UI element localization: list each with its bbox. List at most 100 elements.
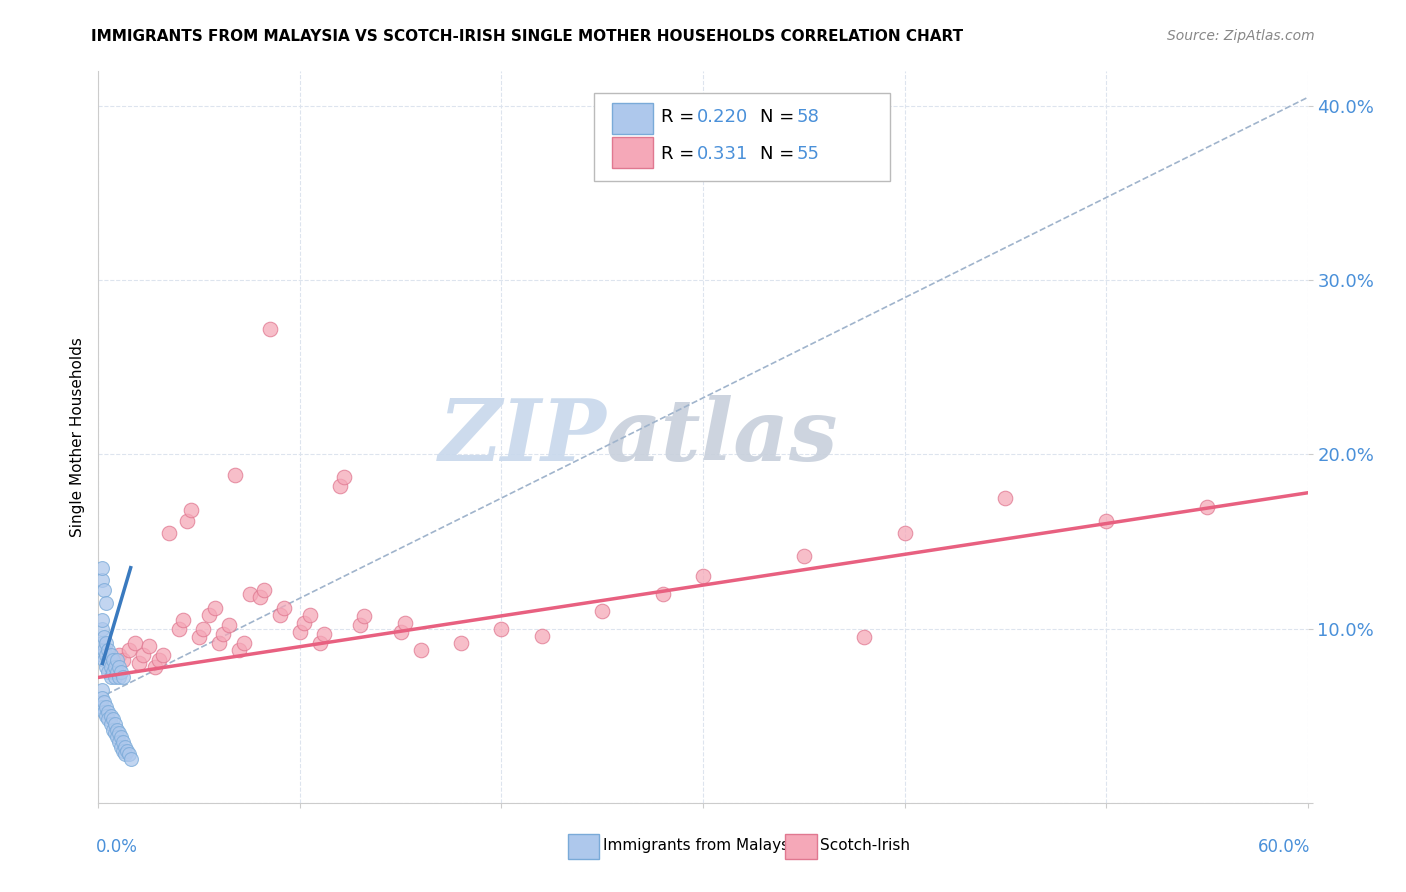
Point: [91, 613, 114, 627]
Point: [100, 670, 122, 684]
Point: [120, 752, 142, 766]
Point: [793, 549, 815, 563]
Point: [224, 468, 246, 483]
Point: [651, 587, 673, 601]
FancyBboxPatch shape: [785, 834, 817, 859]
Point: [91, 682, 114, 697]
Point: [157, 525, 180, 540]
Text: N =: N =: [759, 145, 800, 163]
Text: 0.331: 0.331: [697, 145, 748, 163]
Point: [132, 648, 155, 662]
Point: [91, 560, 114, 574]
Point: [1095, 514, 1118, 528]
Point: [93, 642, 115, 657]
Point: [692, 569, 714, 583]
Point: [105, 653, 128, 667]
Point: [111, 653, 134, 667]
Point: [97, 705, 120, 719]
Point: [253, 583, 276, 598]
Point: [91, 635, 114, 649]
Point: [1195, 500, 1218, 514]
Text: Source: ZipAtlas.com: Source: ZipAtlas.com: [1167, 29, 1315, 43]
Text: N =: N =: [759, 109, 800, 127]
Point: [208, 635, 231, 649]
Point: [97, 665, 120, 680]
Point: [93, 653, 115, 667]
Point: [128, 657, 150, 671]
Text: Scotch-Irish: Scotch-Irish: [820, 838, 910, 853]
Text: R =: R =: [661, 109, 700, 127]
Point: [97, 642, 120, 657]
Point: [115, 743, 138, 757]
Point: [118, 747, 141, 761]
Point: [103, 726, 125, 740]
Point: [273, 600, 295, 615]
Text: R =: R =: [661, 145, 706, 163]
Point: [491, 622, 513, 636]
Point: [232, 635, 254, 649]
Point: [111, 735, 134, 749]
Point: [111, 670, 134, 684]
Text: 60.0%: 60.0%: [1257, 838, 1310, 856]
Point: [91, 622, 114, 636]
Point: [100, 708, 122, 723]
Point: [91, 573, 114, 587]
Point: [228, 642, 250, 657]
Point: [299, 607, 322, 622]
Point: [143, 660, 166, 674]
Point: [107, 660, 129, 674]
Point: [101, 665, 124, 680]
Point: [107, 648, 129, 662]
Point: [353, 609, 375, 624]
Point: [107, 735, 129, 749]
Point: [309, 635, 332, 649]
Point: [218, 618, 240, 632]
Point: [101, 653, 124, 667]
Point: [105, 730, 128, 744]
Point: [198, 607, 221, 622]
Point: [259, 322, 281, 336]
Point: [103, 670, 125, 684]
Point: [103, 717, 125, 731]
Point: [107, 670, 129, 684]
Point: [96, 700, 118, 714]
Point: [91, 648, 114, 662]
Point: [97, 712, 120, 726]
Point: [93, 705, 115, 719]
Point: [101, 723, 124, 737]
Point: [180, 503, 202, 517]
Point: [288, 625, 311, 640]
Text: 0.220: 0.220: [697, 109, 748, 127]
Point: [394, 616, 416, 631]
Point: [114, 740, 136, 755]
Text: 0.0%: 0.0%: [96, 838, 138, 856]
Point: [389, 625, 412, 640]
Text: 58: 58: [796, 109, 818, 127]
Text: IMMIGRANTS FROM MALAYSIA VS SCOTCH-IRISH SINGLE MOTHER HOUSEHOLDS CORRELATION CH: IMMIGRANTS FROM MALAYSIA VS SCOTCH-IRISH…: [91, 29, 963, 44]
Point: [450, 635, 472, 649]
Point: [292, 616, 315, 631]
Point: [124, 635, 146, 649]
Point: [329, 479, 352, 493]
Point: [188, 631, 211, 645]
Point: [167, 622, 190, 636]
Point: [93, 631, 115, 645]
Point: [138, 639, 160, 653]
Point: [105, 723, 128, 737]
Point: [172, 613, 194, 627]
Point: [101, 712, 124, 726]
Point: [93, 583, 115, 598]
Point: [107, 726, 129, 740]
Point: [96, 660, 118, 674]
Point: [333, 470, 356, 484]
Point: [349, 618, 371, 632]
FancyBboxPatch shape: [595, 94, 890, 181]
Point: [853, 631, 876, 645]
Point: [96, 708, 118, 723]
Point: [103, 660, 125, 674]
Point: [96, 648, 118, 662]
Point: [148, 653, 170, 667]
Text: atlas: atlas: [606, 395, 839, 479]
FancyBboxPatch shape: [613, 103, 654, 134]
Point: [314, 627, 336, 641]
